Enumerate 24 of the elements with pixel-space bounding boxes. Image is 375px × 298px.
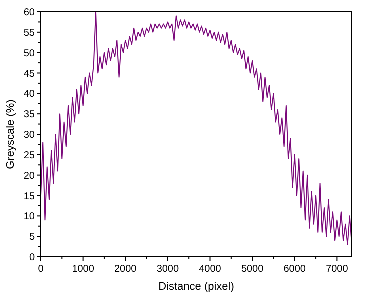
y-tick-label: 15 <box>24 191 36 202</box>
y-tick-label: 60 <box>24 8 36 18</box>
y-tick-label: 0 <box>29 252 36 264</box>
y-tick-label: 25 <box>24 150 36 162</box>
y-tick-label: 55 <box>24 28 36 39</box>
y-tick-label: 50 <box>24 48 36 60</box>
x-tick-label: 2000 <box>114 264 138 275</box>
y-tick-label: 40 <box>24 89 36 100</box>
x-tick-label: 0 <box>38 264 44 275</box>
y-axis-title: Greyscale (%) <box>5 100 17 170</box>
line-series <box>41 12 352 246</box>
x-tick-label: 3000 <box>156 264 180 275</box>
y-tick-label: 45 <box>24 68 36 80</box>
x-tick-label: 7000 <box>326 264 349 275</box>
x-tick-label: 5000 <box>241 264 264 275</box>
y-tick-label: 10 <box>24 212 36 223</box>
x-tick-label: 1000 <box>72 264 95 275</box>
y-tick-label: 35 <box>24 110 36 121</box>
y-tick-label: 20 <box>24 170 36 182</box>
x-tick-label: 4000 <box>199 264 222 275</box>
x-tick-label: 6000 <box>284 264 306 275</box>
y-tick-label: 5 <box>29 232 36 244</box>
y-tick-label: 30 <box>24 130 36 141</box>
x-axis-title: Distance (pixel) <box>158 281 234 293</box>
